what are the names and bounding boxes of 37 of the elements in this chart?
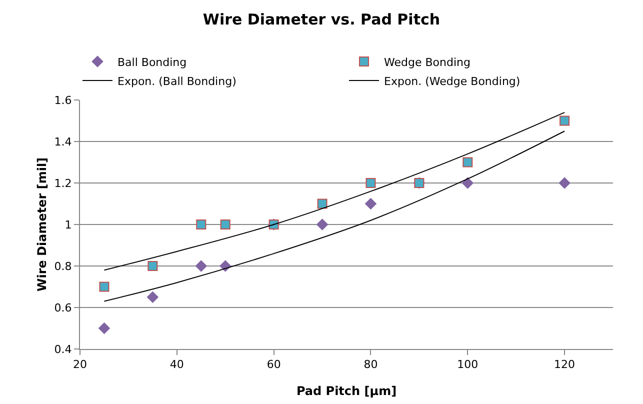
line-series <box>104 130 566 302</box>
point <box>462 177 474 189</box>
x-tick-label: 20 <box>73 358 87 372</box>
point <box>98 322 110 334</box>
point <box>196 220 206 230</box>
y-tick-label: 1.4 <box>54 135 72 148</box>
point <box>366 178 376 188</box>
point <box>316 218 328 230</box>
y-tick-label: 1.6 <box>54 94 72 107</box>
x-tick-label: 40 <box>170 358 184 372</box>
x-tick-label: 100 <box>457 358 478 372</box>
point <box>560 116 570 126</box>
x-tick-label: 60 <box>266 358 281 372</box>
point <box>195 260 207 272</box>
point <box>148 261 158 271</box>
legend-label: Ball Bonding <box>118 56 187 69</box>
y-tick-label: 0.4 <box>54 342 72 356</box>
y-axis-title: Wire Diameter [mil] <box>35 157 49 292</box>
legend-label: Wedge Bonding <box>384 56 470 69</box>
x-axis-title: Pad Pitch [µm] <box>296 384 397 398</box>
legend-label: Expon. (Ball Bonding) <box>118 74 236 88</box>
point <box>317 198 328 209</box>
point <box>462 157 473 168</box>
y-tick-label: 1.2 <box>54 176 72 190</box>
point <box>146 291 158 303</box>
point <box>220 220 230 230</box>
point <box>99 282 110 292</box>
y-tick-label: 0.8 <box>54 260 72 273</box>
x-tick-label: 80 <box>364 358 378 372</box>
chart-title: Wire Diameter vs. Pad Pitch <box>202 10 440 29</box>
point <box>365 198 376 210</box>
y-tick-label: 1 <box>64 218 72 232</box>
legend-label: Expon. (Wedge Bonding) <box>384 74 520 88</box>
x-tick-label: 120 <box>554 358 576 372</box>
point <box>558 177 570 189</box>
line-series <box>104 112 566 271</box>
y-tick-label: 0.6 <box>54 301 72 314</box>
